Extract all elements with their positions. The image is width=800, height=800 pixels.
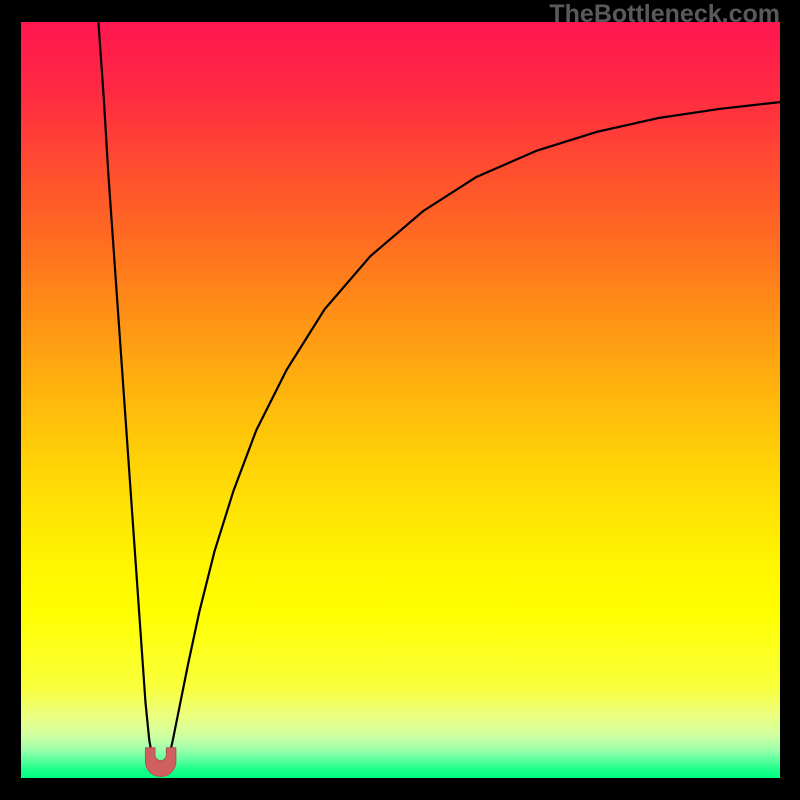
chart-canvas: TheBottleneck.com <box>0 0 800 800</box>
plot-area <box>21 22 780 778</box>
watermark-text: TheBottleneck.com <box>549 0 780 29</box>
gradient-background <box>21 22 780 778</box>
